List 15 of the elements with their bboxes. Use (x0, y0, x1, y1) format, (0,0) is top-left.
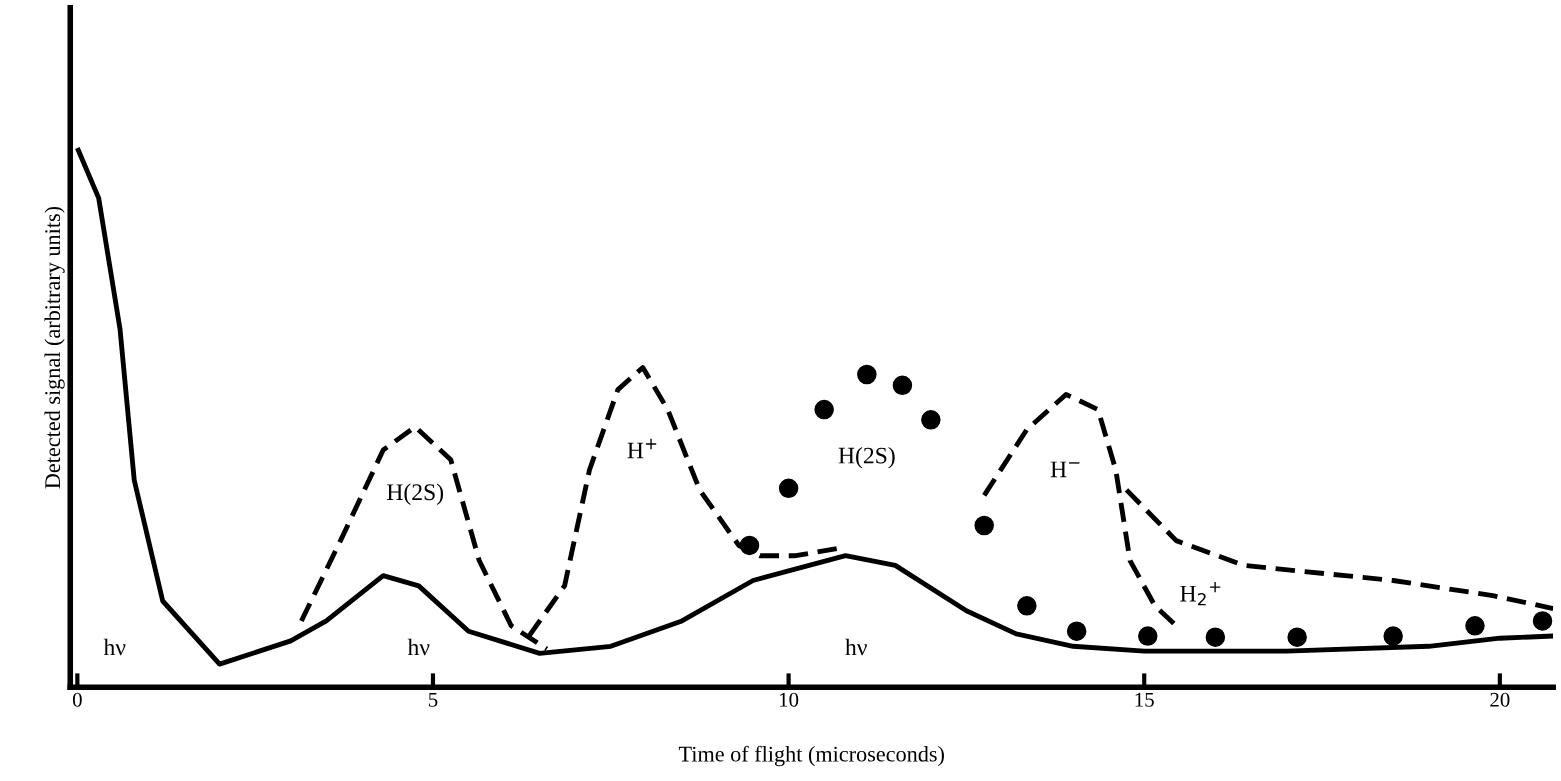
annotation: hν (407, 638, 430, 656)
annotation: hν (103, 638, 126, 656)
annotation: hν (845, 638, 867, 656)
series-label: H$^{+}$ (627, 438, 657, 459)
x-tick-label: 15 (1135, 692, 1154, 707)
series-label: H$_{2}$$^{+}$ (1180, 581, 1221, 606)
x-tick-label: 20 (1490, 692, 1510, 707)
x-axis-title: Time of flight (microseconds) (678, 745, 944, 767)
series-label: H(2S) (387, 483, 444, 505)
series-label: H$^{−}$ (1050, 461, 1080, 478)
x-tick-label: 0 (72, 692, 82, 707)
x-tick-label: 5 (428, 692, 438, 707)
x-tick-label: 10 (780, 692, 799, 707)
series-label: H(2S) (838, 446, 895, 469)
y-axis-title: Detected signal (arbitrary units) (44, 206, 65, 489)
